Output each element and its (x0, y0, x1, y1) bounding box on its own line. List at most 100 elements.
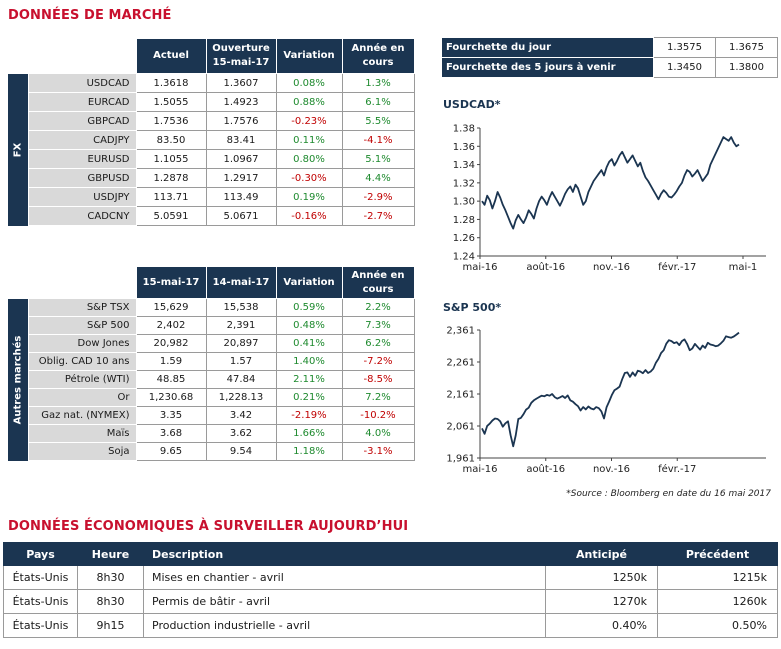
eco-row: États-Unis 9h15 Production industrielle - … (3, 613, 778, 638)
markets-cell-d2: 1.57 (205, 352, 277, 371)
fx-row: CADJPY 83.50 83.41 0.11% -4.1% (8, 130, 415, 150)
fx-cell-annee: -4.1% (341, 130, 415, 150)
markets-cell-d1: 48.85 (135, 370, 207, 389)
sp500-chart-title: S&P 500* (443, 301, 502, 314)
fx-cell-actuel: 1.7536 (135, 111, 207, 131)
markets-cell-d2: 2,391 (205, 316, 277, 335)
fx-cell-annee: -2.7% (341, 206, 415, 226)
markets-cell-annee: -10.2% (341, 406, 415, 425)
eco-cell-heure: 8h30 (77, 565, 144, 590)
fx-cell-actuel: 1.1055 (135, 149, 207, 169)
markets-cell-d2: 15,538 (205, 298, 277, 317)
fx-row: EURUSD 1.1055 1.0967 0.80% 5.1% (8, 149, 415, 169)
sp500-chart-y-tick-label: 1,961 (446, 454, 475, 465)
fx-header-variation: Variation (275, 38, 343, 74)
sp500-chart-y-tick-label: 2,361 (446, 326, 475, 337)
market-section-title: DONNÉES DE MARCHÉ (8, 8, 172, 23)
eco-cell-precedent: 0.50% (657, 613, 778, 638)
sp500-chart-x-tick-label: mai-16 (463, 464, 498, 475)
eco-row: États-Unis 8h30 Mises en chantier - avril 1… (3, 565, 778, 590)
eco-cell-desc: Permis de bâtir - avril (143, 589, 546, 614)
usdcad-chart-y-tick-label: 1.26 (453, 233, 475, 244)
markets-table: 15-mai-17 14-mai-17 Variation Année en c… (8, 266, 415, 461)
fx-cell-variation: 0.08% (275, 73, 343, 93)
fx-side-label-text: FX (12, 142, 24, 157)
economic-data-table: Pays Heure Description Anticipé Précéden… (3, 542, 778, 638)
eco-cell-pays: États-Unis (3, 565, 78, 590)
markets-row: Pétrole (WTI) 48.85 47.84 2.11% -8.5% (8, 370, 415, 389)
fx-cell-actuel: 1.3618 (135, 73, 207, 93)
markets-cell-d1: 3.35 (135, 406, 207, 425)
fx-table: Actuel Ouverture 15-mai-17 Variation Ann… (8, 38, 415, 226)
markets-row: Autres marchés S&P TSX 15,629 15,538 0.59% 2.… (8, 298, 415, 461)
markets-cell-d2: 3.42 (205, 406, 277, 425)
markets-row-label: S&P 500 (27, 316, 137, 335)
eco-cell-precedent: 1215k (657, 565, 778, 590)
range-table: Fourchette du jour 1.3575 1.3675 Fourche… (441, 37, 778, 78)
markets-cell-annee: 2.2% (341, 298, 415, 317)
fx-row-label: CADCNY (27, 206, 137, 226)
fx-side-label: FX (8, 73, 29, 226)
eco-cell-desc: Production industrielle - avril (143, 613, 546, 638)
markets-cell-annee: 7.3% (341, 316, 415, 335)
eco-section-title: DONNÉES ÉCONOMIQUES À SURVEILLER AUJOURD… (8, 519, 409, 534)
fx-row: CADCNY 5.0591 5.0671 -0.16% -2.7% (8, 206, 415, 226)
eco-cell-anticipe: 0.40% (545, 613, 658, 638)
fx-cell-actuel: 1.2878 (135, 168, 207, 188)
eco-cell-pays: États-Unis (3, 589, 78, 614)
sp500-chart-x-tick-label: août-16 (526, 463, 565, 475)
eco-header-anticipe: Anticipé (545, 542, 658, 566)
fx-row-label: CADJPY (27, 130, 137, 150)
eco-header-pays: Pays (3, 542, 78, 566)
markets-header-annee: Année en cours (341, 266, 415, 299)
markets-cell-annee: 6.2% (341, 334, 415, 353)
markets-header-variation: Variation (275, 266, 343, 299)
eco-cell-desc: Mises en chantier - avril (143, 565, 546, 590)
fx-row: FX USDCAD 1.3618 1.3607 0.08% 1.3% (8, 73, 415, 226)
eco-row: États-Unis 8h30 Permis de bâtir - avril 127… (3, 589, 778, 614)
usdcad-chart-y-tick-label: 1.24 (453, 252, 475, 263)
markets-side-label-text: Autres marchés (12, 335, 24, 424)
fx-row-label: USDJPY (27, 187, 137, 207)
fx-row-label: USDCAD (27, 73, 137, 93)
usdcad-chart-bg (436, 122, 772, 274)
fx-cell-ouverture: 1.3607 (205, 73, 277, 93)
markets-row: Gaz nat. (NYMEX) 3.35 3.42 -2.19% -10.2% (8, 406, 415, 425)
markets-row: Maïs 3.68 3.62 1.66% 4.0% (8, 424, 415, 443)
usdcad-chart-x-tick-label: mai-1 (729, 262, 758, 273)
range-label: Fourchette des 5 jours à venir (441, 57, 654, 78)
usdcad-chart-x-tick-label: mai-16 (463, 262, 498, 273)
markets-cell-variation: 0.41% (275, 334, 343, 353)
markets-cell-d2: 9.54 (205, 442, 277, 461)
markets-row: Soja 9.65 9.54 1.18% -3.1% (8, 442, 415, 461)
fx-row-label: EURCAD (27, 92, 137, 112)
usdcad-chart-title: USDCAD* (443, 98, 501, 111)
usdcad-chart-y-tick-label: 1.34 (453, 160, 475, 171)
fx-cell-ouverture: 1.4923 (205, 92, 277, 112)
eco-cell-precedent: 1260k (657, 589, 778, 614)
fx-cell-annee: 5.1% (341, 149, 415, 169)
usdcad-chart-x-tick-label: nov.-16 (593, 262, 630, 273)
markets-cell-d1: 15,629 (135, 298, 207, 317)
fx-row-label: GBPUSD (27, 168, 137, 188)
usdcad-chart-y-tick-label: 1.28 (453, 215, 475, 226)
fx-cell-ouverture: 83.41 (205, 130, 277, 150)
markets-side-label: Autres marchés (8, 298, 29, 461)
markets-cell-variation: 0.48% (275, 316, 343, 335)
markets-cell-variation: 1.40% (275, 352, 343, 371)
markets-row-label: Dow Jones (27, 334, 137, 353)
sp500-chart-x-tick-label: nov.-16 (593, 464, 630, 475)
markets-cell-variation: 2.11% (275, 370, 343, 389)
fx-cell-actuel: 5.0591 (135, 206, 207, 226)
fx-cell-variation: -0.23% (275, 111, 343, 131)
eco-cell-heure: 8h30 (77, 589, 144, 614)
usdcad-chart-series-line (481, 136, 740, 230)
markets-cell-d2: 1,228.13 (205, 388, 277, 407)
eco-header-description: Description (143, 542, 546, 566)
range-high: 1.3675 (715, 37, 778, 58)
markets-cell-annee: 7.2% (341, 388, 415, 407)
markets-row: S&P 500 2,402 2,391 0.48% 7.3% (8, 316, 415, 335)
sp500-chart-x-tick-label: févr.-17 (658, 463, 696, 475)
markets-header-d2: 14-mai-17 (205, 266, 277, 299)
markets-cell-variation: 0.21% (275, 388, 343, 407)
